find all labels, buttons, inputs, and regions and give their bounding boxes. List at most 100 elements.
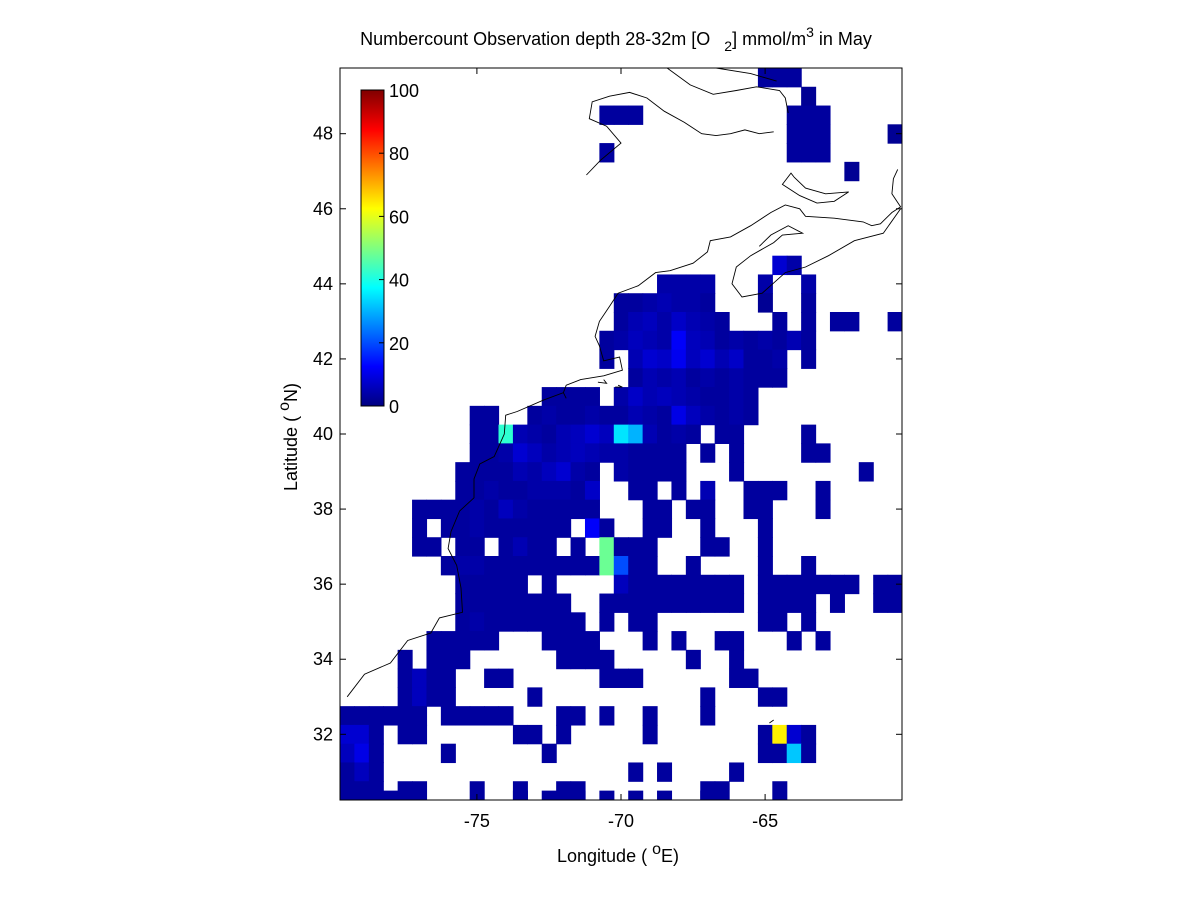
heatmap-cell	[383, 790, 399, 800]
heatmap-cell	[541, 790, 557, 800]
heatmap-cell	[628, 762, 644, 782]
heatmap-cell	[541, 518, 557, 538]
heatmap-cell	[757, 330, 773, 351]
heatmap-cell	[498, 612, 514, 632]
heatmap-cell	[484, 518, 500, 538]
heatmap-cell	[772, 593, 788, 613]
heatmap-cell	[440, 499, 456, 520]
heatmap-cell	[599, 612, 615, 632]
heatmap-cell	[570, 631, 586, 651]
heatmap-cell	[772, 68, 788, 88]
heatmap-cell	[541, 537, 557, 557]
heatmap-cell	[714, 574, 730, 595]
y-tick-label: 40	[313, 424, 333, 444]
coastline-segment	[716, 68, 777, 82]
heatmap-cell	[757, 537, 773, 557]
heatmap-cell	[340, 724, 356, 745]
heatmap-cell	[628, 349, 644, 369]
heatmap-cell	[642, 443, 658, 463]
heatmap-cell	[642, 293, 658, 313]
heatmap-cell	[671, 387, 687, 407]
heatmap-cell	[729, 368, 745, 388]
heatmap-cell	[498, 443, 514, 463]
heatmap-cell	[642, 706, 658, 726]
heatmap-cell	[469, 574, 485, 595]
heatmap-cell	[541, 631, 557, 651]
heatmap-cell	[527, 687, 543, 707]
heatmap-cell	[484, 480, 500, 501]
heatmap-cell	[743, 405, 759, 426]
heatmap-cell	[772, 724, 788, 745]
heatmap-cell	[873, 574, 889, 595]
heatmap-cell	[642, 480, 658, 501]
heatmap-cell	[714, 405, 730, 426]
x-tick-label: -75	[464, 811, 490, 831]
heatmap-cell	[584, 556, 600, 576]
heatmap-cell	[815, 574, 831, 595]
heatmap-cell	[844, 161, 860, 182]
heatmap-cell	[844, 312, 860, 332]
heatmap-cell	[412, 499, 428, 520]
heatmap-cell	[570, 790, 586, 800]
heatmap-cell	[657, 790, 673, 800]
heatmap-cell	[729, 668, 745, 688]
heatmap-cell	[801, 612, 817, 632]
heatmap-cell	[340, 706, 356, 726]
heatmap-cell	[599, 706, 615, 726]
heatmap-cell	[786, 105, 802, 125]
heatmap-cell	[700, 574, 716, 595]
heatmap-cell	[570, 537, 586, 557]
heatmap-cell	[455, 706, 471, 726]
coastline-segment	[562, 392, 567, 399]
heatmap-cell	[599, 593, 615, 613]
heatmap-cell	[685, 293, 701, 313]
heatmap-cell	[628, 312, 644, 332]
heatmap-cell	[412, 724, 428, 745]
heatmap-cell	[469, 405, 485, 426]
heatmap-cell	[786, 255, 802, 276]
coastline-segment	[666, 68, 789, 114]
heatmap-cell	[743, 499, 759, 520]
heatmap-cell	[527, 499, 543, 520]
heatmap-cell	[556, 556, 572, 576]
heatmap-cell	[368, 724, 384, 745]
heatmap-cell	[700, 687, 716, 707]
heatmap-cell	[757, 274, 773, 294]
heatmap-cell	[426, 631, 442, 651]
heatmap-cell	[829, 593, 845, 613]
heatmap-cell	[801, 274, 817, 294]
heatmap-cell	[628, 424, 644, 444]
heatmap-cell	[642, 387, 658, 407]
heatmap-cell	[786, 330, 802, 351]
heatmap-cell	[671, 274, 687, 294]
heatmap-cell	[801, 312, 817, 332]
heatmap-cell	[714, 349, 730, 369]
heatmap-cell	[628, 443, 644, 463]
coastline-segment	[346, 169, 902, 698]
heatmap-cell	[527, 462, 543, 482]
heatmap-cell	[613, 537, 629, 557]
heatmap-cell	[556, 462, 572, 482]
heatmap-cell	[426, 649, 442, 670]
heatmap-cell	[340, 743, 356, 764]
colorbar-tick-label: 20	[389, 334, 409, 354]
heatmap-cell	[498, 668, 514, 688]
heatmap-cell	[671, 312, 687, 332]
heatmap-cell	[556, 387, 572, 407]
heatmap-cell	[527, 556, 543, 576]
heatmap-cell	[469, 518, 485, 538]
heatmap-cell	[815, 480, 831, 501]
x-axis-label: Longitude ( oE)	[557, 841, 679, 866]
heatmap-cell	[570, 405, 586, 426]
heatmap-cell	[801, 556, 817, 576]
heatmap-cell	[815, 143, 831, 163]
heatmap-cell	[498, 706, 514, 726]
heatmap-cell	[469, 556, 485, 576]
heatmap-cell	[469, 537, 485, 557]
heatmap-cell	[685, 274, 701, 294]
heatmap-cell	[541, 405, 557, 426]
heatmap-cell	[556, 781, 572, 800]
title-superscript: 3	[806, 24, 814, 40]
heatmap-cell	[512, 443, 528, 463]
